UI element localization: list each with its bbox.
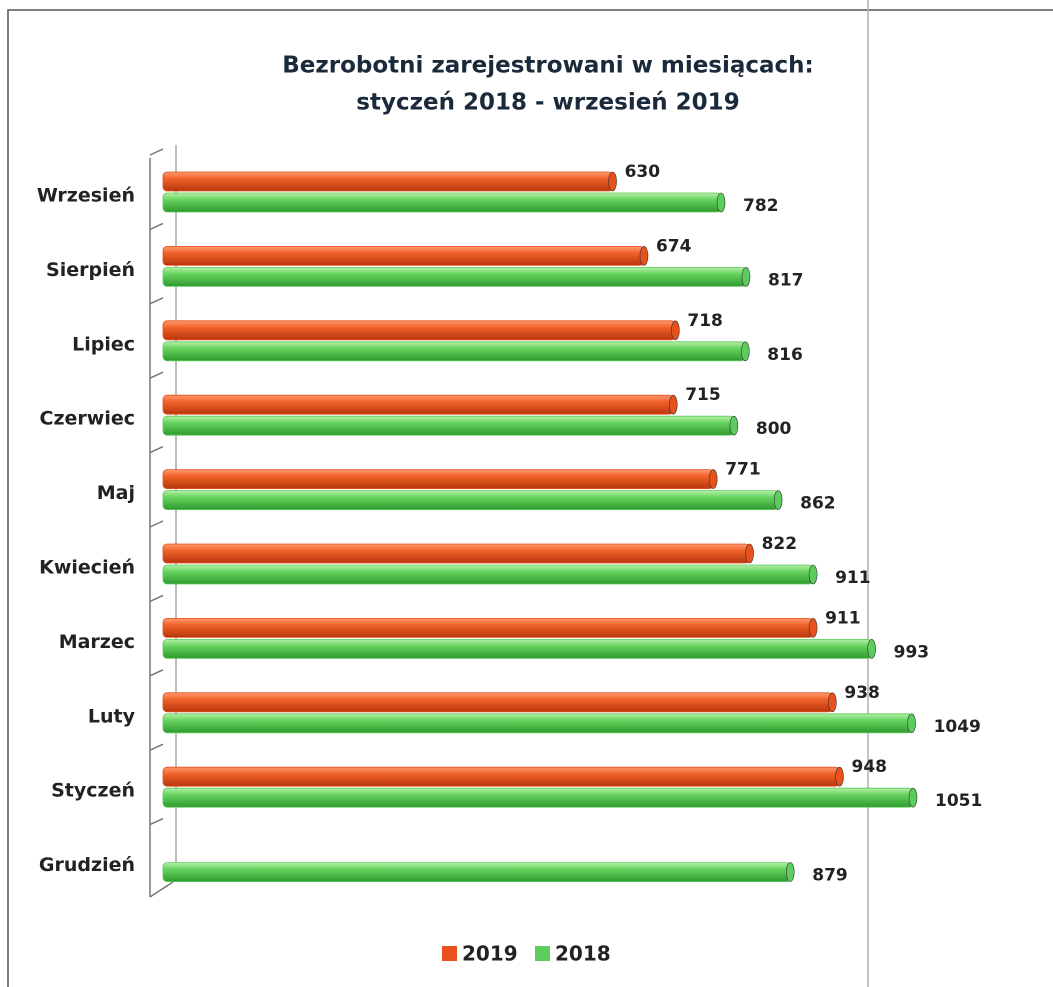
- y-tick-label: Wrzesień: [37, 185, 135, 207]
- y-tick-label: Luty: [88, 705, 136, 727]
- bar: [162, 543, 750, 564]
- data-label: 993: [894, 642, 930, 662]
- bar: [162, 787, 914, 808]
- bar-cap: [908, 787, 918, 808]
- bar: [162, 618, 814, 638]
- axis-wall: [149, 879, 177, 898]
- legend-swatch: [442, 946, 457, 961]
- bar-cap: [716, 192, 726, 213]
- y-tick-label: Maj: [97, 482, 135, 504]
- y-tick-label: Marzec: [59, 631, 135, 653]
- bar-cap: [808, 564, 818, 585]
- axis-tick: [149, 743, 164, 751]
- legend-label: 2018: [555, 942, 611, 966]
- bar: [162, 266, 747, 287]
- bar-cap: [773, 490, 783, 510]
- data-label: 948: [851, 757, 887, 777]
- axis-tick: [149, 520, 164, 528]
- data-label: 1049: [934, 717, 981, 737]
- bar: [162, 341, 746, 362]
- data-label: 938: [844, 683, 880, 703]
- bar-cap: [785, 862, 795, 882]
- bar: [162, 766, 840, 787]
- y-tick-label: Kwiecień: [39, 557, 135, 579]
- bar-cap: [867, 639, 876, 659]
- bar-cap: [729, 415, 739, 436]
- frame: [7, 9, 1053, 987]
- data-label: 1051: [935, 791, 982, 811]
- data-label: 911: [835, 568, 871, 588]
- bar-cap: [808, 618, 818, 638]
- y-tick-label: Lipiec: [72, 333, 135, 355]
- bar-cap: [741, 267, 751, 287]
- bar-cap: [608, 171, 617, 192]
- chart-title: Bezrobotni zarejestrowani w miesiącach:: [282, 53, 814, 79]
- data-label: 911: [825, 608, 861, 628]
- data-label: 800: [756, 419, 792, 439]
- bar-cap: [907, 713, 916, 734]
- data-label: 718: [687, 311, 723, 331]
- axis-tick: [149, 371, 164, 379]
- bar: [162, 320, 676, 341]
- data-label: 816: [767, 345, 803, 365]
- data-label: 862: [800, 494, 836, 514]
- bar: [162, 692, 833, 713]
- bar: [162, 469, 714, 490]
- bar-cap: [835, 766, 844, 787]
- axis-tick: [149, 817, 164, 826]
- data-label: 782: [743, 196, 779, 216]
- data-label: 822: [762, 534, 798, 554]
- bar: [162, 192, 722, 213]
- bar-cap: [639, 246, 649, 266]
- legend-label: 2019: [462, 942, 518, 966]
- bar: [162, 415, 735, 436]
- bar: [162, 245, 645, 266]
- bar-cap: [741, 341, 750, 362]
- axis-tick: [149, 669, 164, 677]
- axis-tick: [149, 297, 164, 305]
- legend-swatch: [535, 946, 550, 961]
- data-label: 771: [725, 460, 761, 480]
- bar-cap: [668, 394, 678, 415]
- y-tick-label: Styczeń: [51, 780, 135, 802]
- axis-tick: [149, 148, 164, 156]
- bar: [162, 639, 873, 659]
- bar: [162, 171, 613, 192]
- bar-cap: [828, 692, 837, 713]
- y-tick-label: Grudzień: [39, 854, 135, 876]
- bar-cap: [745, 543, 754, 564]
- axis-tick: [149, 445, 164, 454]
- bar-cap: [708, 469, 718, 489]
- data-label: 879: [812, 866, 848, 886]
- y-tick-label: Czerwiec: [40, 408, 135, 430]
- axis-tick: [149, 594, 164, 603]
- data-label: 630: [625, 162, 661, 182]
- bar: [162, 564, 814, 585]
- y-tick-label: Sierpień: [46, 259, 135, 281]
- bar: [162, 490, 779, 511]
- bar: [162, 862, 791, 882]
- chart-title: styczeń 2018 - wrzesień 2019: [356, 90, 739, 116]
- axis-tick: [149, 222, 164, 231]
- bar: [162, 394, 674, 415]
- bar: [162, 713, 912, 734]
- data-label: 674: [656, 236, 692, 256]
- data-label: 715: [685, 385, 721, 405]
- bar-cap: [671, 320, 680, 341]
- data-label: 817: [768, 270, 804, 290]
